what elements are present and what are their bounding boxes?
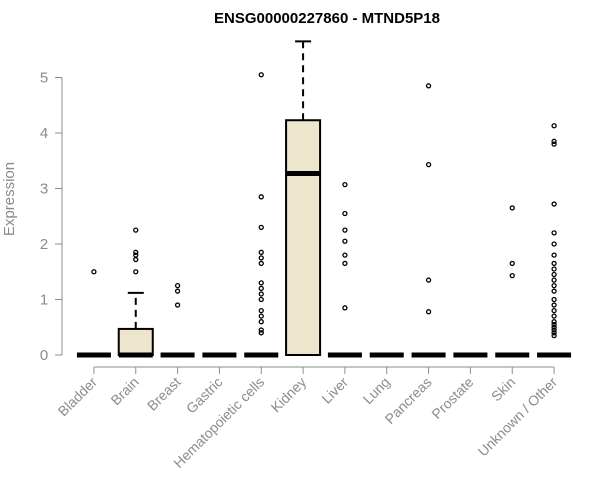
outlier-point	[551, 271, 557, 278]
y-axis-label: Expression	[1, 162, 18, 236]
outlier-point	[425, 83, 432, 89]
x-tick-label: Brain	[107, 374, 141, 408]
outlier-point	[258, 313, 264, 319]
outlier-point	[551, 302, 557, 308]
y-tick-label: 5	[40, 70, 48, 87]
outlier-point	[551, 266, 557, 272]
outlier-point	[258, 249, 264, 255]
box-breast	[160, 282, 195, 358]
outlier-point	[174, 282, 181, 289]
box-unknown-other	[537, 123, 572, 358]
x-tick-label: Kidney	[268, 374, 310, 416]
box-bladder	[76, 269, 111, 358]
outlier-point	[551, 230, 557, 236]
outlier-point	[551, 321, 557, 328]
outlier-point	[342, 260, 348, 267]
outlier-point	[342, 210, 348, 217]
outlier-point	[258, 260, 264, 267]
outlier-point	[174, 288, 181, 294]
y-tick-label: 3	[40, 181, 48, 198]
outlier-point	[551, 288, 557, 294]
outlier-point	[258, 291, 264, 297]
outlier-point	[551, 138, 557, 144]
box-kidney	[285, 40, 322, 356]
outlier-point	[425, 277, 432, 283]
outlier-point	[551, 201, 557, 207]
y-tick-label: 2	[40, 236, 48, 253]
outlier-point	[342, 238, 348, 244]
outlier-point	[509, 260, 515, 267]
y-tick-label: 4	[40, 125, 48, 142]
outlier-point	[258, 280, 264, 286]
outlier-point	[258, 330, 264, 336]
outlier-point	[551, 241, 557, 247]
y-tick-label: 0	[40, 347, 48, 364]
outlier-point	[133, 252, 139, 258]
outlier-point	[258, 307, 264, 314]
x-tick-label: Pancreas	[382, 374, 435, 427]
box-group	[76, 40, 572, 358]
outlier-point	[551, 313, 557, 319]
outlier-point	[551, 123, 557, 129]
y-tick-label: 1	[40, 292, 48, 309]
box-skin	[495, 205, 530, 358]
outlier-point	[551, 324, 557, 330]
outlier-point	[551, 327, 557, 333]
outlier-point	[174, 302, 181, 308]
outlier-point	[258, 255, 264, 261]
outlier-point	[258, 72, 264, 78]
outlier-point	[258, 285, 264, 292]
outlier-point	[509, 272, 515, 279]
box-iqr	[117, 327, 154, 357]
x-tick-label: Bladder	[55, 374, 101, 420]
outlier-point	[91, 269, 97, 275]
x-tick-label: Skin	[488, 374, 519, 405]
box-iqr	[285, 119, 322, 356]
outlier-point	[342, 227, 348, 233]
outlier-point	[425, 309, 432, 315]
y-axis: 0 1 2 3 4 5	[40, 70, 63, 364]
outlier-point	[425, 161, 432, 168]
outlier-point	[551, 332, 557, 339]
outlier-point	[133, 256, 139, 263]
outlier-point	[258, 224, 264, 231]
outlier-point	[551, 252, 557, 258]
outlier-point	[551, 330, 557, 336]
outlier-point	[551, 307, 557, 314]
x-tick-label: Lung	[360, 374, 393, 407]
outlier-point	[133, 269, 139, 275]
outlier-point	[551, 282, 557, 289]
outlier-point	[258, 194, 264, 200]
box-liver	[327, 181, 362, 358]
box-pancreas	[411, 83, 446, 358]
outlier-point	[258, 296, 264, 303]
outlier-point	[509, 205, 515, 211]
x-tick-label: Breast	[144, 374, 184, 414]
outlier-point	[551, 141, 557, 147]
x-tick-label: Unknown / Other	[475, 374, 561, 460]
outlier-point	[551, 260, 557, 267]
outlier-point	[133, 227, 139, 233]
outlier-point	[133, 249, 139, 255]
outlier-point	[551, 319, 557, 325]
outlier-point	[258, 327, 264, 333]
x-tick-label: Liver	[318, 374, 351, 407]
outlier-point	[551, 277, 557, 283]
box-hematopoietic-cells	[244, 72, 279, 358]
outlier-point	[342, 305, 348, 311]
x-tick-label: Prostate	[428, 374, 476, 422]
outlier-point	[342, 252, 348, 258]
outlier-point	[258, 319, 264, 325]
outlier-point	[551, 296, 557, 303]
box-brain	[117, 227, 154, 358]
chart-title: ENSG00000227860 - MTND5P18	[214, 10, 440, 27]
outlier-point	[342, 181, 348, 188]
